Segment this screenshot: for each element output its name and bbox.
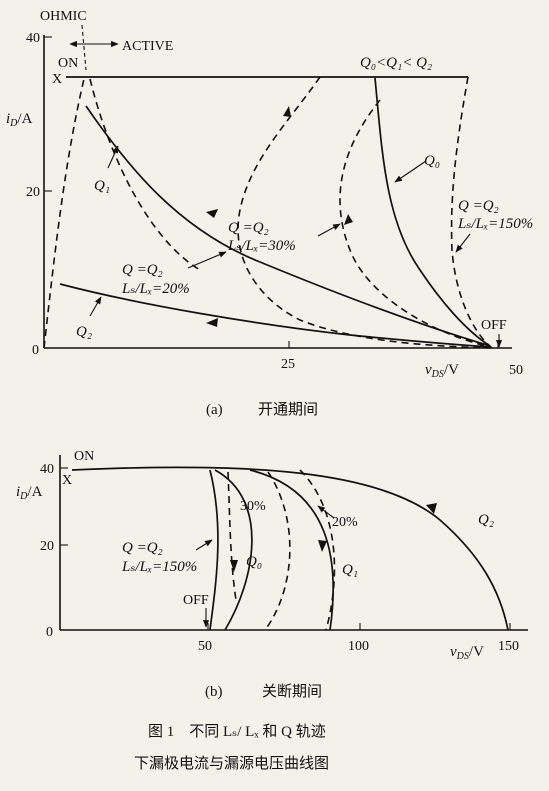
- panel-a-ann150-arrow: [455, 233, 471, 253]
- panel-b-ann150-arrow: [195, 539, 213, 551]
- panel-b-dir-arrow-2: [230, 560, 238, 572]
- panel-a-ann150-l: Lₛ/Lₓ=150%: [457, 216, 533, 232]
- panel-a-dash-ohmic: [43, 78, 85, 349]
- panel-b-q1-label: Q₁: [342, 562, 358, 578]
- panel-b-ann-20: 20%: [332, 515, 358, 530]
- panel-b-caption-label: (b): [205, 684, 223, 700]
- panel-a-curve-q0: [374, 77, 491, 347]
- panel-b-dir-arrow-1: [426, 503, 437, 514]
- panel-a-x-point-label: X: [52, 72, 62, 87]
- panel-a-curve-q2: [59, 283, 491, 348]
- panel-a-ohmic-label: OHMIC: [40, 9, 87, 24]
- panel-a-ann20-q: Q =Q₂: [122, 262, 163, 278]
- panel-a-q0-label: Q₀: [424, 153, 440, 169]
- figure-caption-line1: 图 1 不同 Lₛ/ Lₓ 和 Q 轨迹: [148, 723, 326, 740]
- panel-a-ohmic-divider: [81, 24, 87, 71]
- panel-a-dir-arrow-2: [206, 209, 218, 218]
- panel-a-q2-arrow: [89, 296, 102, 317]
- panel-a-caption-text: 开通期间: [258, 401, 318, 418]
- panel-b-y-label: iD/A: [16, 484, 43, 502]
- panel-b-dash-2: [264, 471, 291, 631]
- panel-a-y-label: iD/A: [6, 111, 33, 129]
- panel-a-q-order: Q₀<Q₁< Q₂: [360, 55, 432, 71]
- panel-b-ann-30: 30%: [240, 499, 266, 514]
- panel-b-off-label: OFF: [183, 593, 209, 608]
- panel-b-xtick-label-100: 100: [348, 639, 369, 654]
- panel-a-dir-arrow-1: [206, 318, 218, 327]
- panel-a-chart: 40 20 0 25 50 iD/A vDS/V OHMIC ACTIVE ON…: [6, 9, 533, 380]
- panel-b-curve-q2: [71, 466, 509, 631]
- panel-b-chart: 40 20 0 50 100 150 iD/A vDS/V ON X Q₂ Q₁…: [16, 449, 528, 662]
- panel-b-caption-text: 关断期间: [262, 683, 322, 700]
- panel-b-x-point-label: X: [62, 473, 72, 488]
- panel-b-q2-label: Q₂: [478, 512, 494, 528]
- panel-a-dir-arrow-3: [283, 106, 291, 117]
- panel-a-ann20-arrow: [187, 251, 227, 269]
- panel-a-dash-30-inner: [339, 99, 491, 348]
- panel-a-ann20-l: Lₛ/Lₓ=20%: [121, 281, 190, 297]
- panel-a-q1-arrow: [107, 145, 119, 169]
- panel-b-q0-label: Q₀: [246, 554, 262, 570]
- panel-b-ytick-label-20: 20: [40, 539, 54, 554]
- panel-b-xtick-label-150: 150: [498, 639, 519, 654]
- panel-b-xtick-label-50: 50: [198, 639, 212, 654]
- figure-caption-line2: 下漏极电流与漏源电压曲线图: [134, 755, 329, 772]
- panel-a-ann150-q: Q =Q₂: [458, 198, 499, 214]
- panel-b-ann20-arrow: [317, 505, 335, 519]
- panel-a-dir-arrow-4: [344, 214, 353, 225]
- panel-a-q2-label: Q₂: [76, 324, 92, 340]
- panel-a-on-label: ON: [58, 56, 78, 71]
- panel-a-curve-q1: [85, 105, 491, 347]
- panel-b-curve-150: [209, 469, 219, 631]
- panel-b-ytick-label-0: 0: [46, 625, 53, 640]
- panel-b-curve-q1: [249, 469, 335, 631]
- panel-a-ann30-q: Q =Q₂: [228, 220, 269, 236]
- panel-a-dash-150: [450, 76, 493, 349]
- panel-b-on-label: ON: [74, 449, 94, 464]
- panel-b-dir-arrow-3: [318, 540, 327, 552]
- panel-a-xtick-label-25: 25: [281, 357, 295, 372]
- panel-b-x-label: vDS/V: [450, 644, 484, 662]
- panel-a-off-label: OFF: [481, 318, 507, 333]
- panel-a-xtick-label-50: 50: [509, 363, 523, 378]
- panel-b-ann150-l: Lₛ/Lₓ=150%: [121, 559, 197, 575]
- panel-a-dash-q1: [89, 78, 201, 271]
- panel-a-ann30-l: Lₛ/Lₓ=30%: [227, 238, 296, 254]
- panel-a-ytick-label-20: 20: [26, 185, 40, 200]
- panel-a-q1-label: Q₁: [94, 178, 110, 194]
- panel-a-ytick-label-0: 0: [32, 343, 39, 358]
- panel-b-dash-3: [299, 469, 336, 631]
- panel-a-x-label: vDS/V: [425, 362, 459, 380]
- panel-a-dash-30-outer: [237, 76, 491, 349]
- panel-a-ann30-arrow: [317, 223, 341, 237]
- panel-a-caption-label: (a): [206, 402, 223, 418]
- panel-b-ytick-label-40: 40: [40, 462, 54, 477]
- panel-a-active-label: ACTIVE: [122, 39, 173, 54]
- panel-a-ytick-label-40: 40: [26, 31, 40, 46]
- panel-b-ann150-q: Q =Q₂: [122, 540, 163, 556]
- panel-a-q0-arrow: [394, 160, 427, 183]
- panel-b-dash-1: [227, 471, 237, 601]
- panel-b-curve-q0: [214, 469, 253, 631]
